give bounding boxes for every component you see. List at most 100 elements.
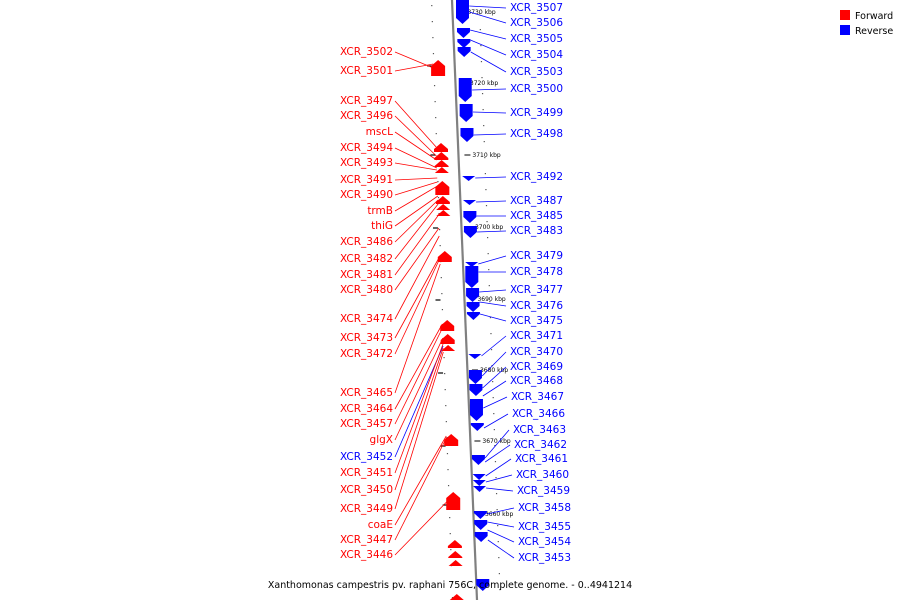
guide-dot <box>493 429 495 431</box>
reverse-gene <box>473 486 487 492</box>
label-leader <box>394 181 438 196</box>
guide-dot <box>451 597 454 599</box>
reverse-gene-label: XCR_3459 <box>517 485 570 497</box>
guide-dot <box>479 13 481 15</box>
label-leader <box>394 257 441 355</box>
guide-dot <box>441 293 443 295</box>
label-leader <box>479 289 507 293</box>
forward-gene-label: XCR_3502 <box>340 46 393 58</box>
label-leader <box>486 507 515 515</box>
guide-dot <box>432 37 434 39</box>
label-leader <box>470 51 507 73</box>
reverse-gene-label: XCR_3470 <box>510 346 563 358</box>
forward-gene <box>449 594 464 600</box>
forward-gene-label: XCR_3480 <box>340 284 393 296</box>
guide-dot <box>487 237 489 239</box>
forward-gene-label: XCR_3497 <box>340 95 393 107</box>
reverse-gene <box>468 354 482 359</box>
guide-dot <box>494 445 496 447</box>
label-leader <box>470 39 507 56</box>
reverse-gene-label: XCR_3475 <box>510 315 563 327</box>
label-leader <box>482 366 507 389</box>
label-leader <box>478 255 507 265</box>
reverse-gene-label: XCR_3461 <box>515 453 568 465</box>
guide-dot <box>498 557 500 559</box>
reverse-gene-label: XCR_3499 <box>510 107 563 119</box>
guide-dot <box>447 485 450 487</box>
forward-gene <box>436 210 451 216</box>
reverse-gene <box>470 423 484 431</box>
reverse-gene-label: XCR_3492 <box>510 171 563 183</box>
guide-dot <box>435 133 437 135</box>
guide-dot <box>439 245 441 247</box>
reverse-gene-label: XCR_3478 <box>510 266 563 278</box>
reverse-gene <box>465 266 479 288</box>
forward-gene-label: thiG <box>371 220 393 232</box>
reverse-gene-label: XCR_3504 <box>510 49 563 61</box>
guide-dot <box>445 421 447 423</box>
reverse-gene-label: XCR_3458 <box>518 502 571 514</box>
reverse-gene <box>457 39 471 48</box>
scale-label: 3720 kbp <box>470 80 498 87</box>
reverse-gene-label: XCR_3500 <box>510 83 563 95</box>
label-leader <box>483 396 508 409</box>
guide-dot <box>440 277 442 279</box>
guide-dot <box>490 349 493 351</box>
forward-gene-label: XCR_3457 <box>340 418 393 430</box>
label-leader <box>484 444 511 463</box>
label-leader <box>394 199 439 243</box>
guide-dot <box>444 373 446 375</box>
guide-dot <box>446 437 448 439</box>
label-leader <box>487 521 515 528</box>
reverse-gene <box>463 226 477 238</box>
reverse-gene <box>469 384 483 396</box>
label-leader <box>394 63 434 72</box>
forward-gene <box>434 167 449 173</box>
guide-dot <box>484 173 486 175</box>
label-leader <box>394 100 437 148</box>
reverse-gene <box>468 370 482 384</box>
label-leader <box>394 51 434 69</box>
label-leader <box>394 437 447 541</box>
reverse-gene <box>462 176 476 181</box>
reverse-gene <box>469 399 483 421</box>
reverse-gene-label: XCR_3469 <box>510 361 563 373</box>
forward-gene-label: XCR_3482 <box>340 253 393 265</box>
label-leader <box>481 351 507 377</box>
label-leader <box>394 337 444 441</box>
label-leader <box>394 162 438 171</box>
reverse-gene <box>458 78 472 102</box>
reverse-gene-label: XCR_3505 <box>510 33 563 45</box>
reverse-gene-label: XCR_3454 <box>518 536 571 548</box>
forward-gene <box>446 492 461 510</box>
guide-dot <box>488 285 490 287</box>
reverse-gene-label: XCR_3460 <box>516 469 569 481</box>
forward-gene <box>447 540 462 548</box>
guide-dot <box>439 229 441 231</box>
guide-dot <box>492 381 494 383</box>
scale-label: 3700 kbp <box>475 224 503 231</box>
reverse-gene <box>471 455 485 465</box>
reverse-gene <box>476 579 490 591</box>
forward-gene-label: XCR_3491 <box>340 174 393 186</box>
guide-dot <box>446 453 449 455</box>
reverse-gene <box>463 211 477 223</box>
reverse-gene-label: XCR_3503 <box>510 66 563 78</box>
forward-gene <box>448 551 463 558</box>
label-leader <box>394 347 444 491</box>
forward-gene-label: XCR_3494 <box>340 142 393 154</box>
reverse-gene <box>459 104 473 122</box>
forward-gene-label: XCR_3501 <box>340 65 393 77</box>
label-leader <box>394 327 443 425</box>
forward-gene-label: trmB <box>367 205 393 217</box>
forward-gene-label: XCR_3481 <box>340 269 393 281</box>
forward-gene-label: XCR_3450 <box>340 484 393 496</box>
guide-dot <box>482 109 484 111</box>
forward-gene-label: XCR_3452 <box>340 451 393 463</box>
guide-dot <box>499 589 501 591</box>
guide-dot <box>432 53 435 55</box>
reverse-gene <box>474 520 488 530</box>
reverse-gene-label: XCR_3453 <box>518 552 571 564</box>
reverse-gene <box>472 474 486 480</box>
